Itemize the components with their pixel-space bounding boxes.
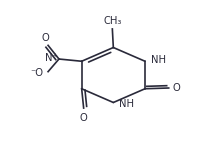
Text: ⁻O: ⁻O (31, 68, 44, 78)
Text: N⁺: N⁺ (45, 53, 57, 63)
Text: O: O (80, 112, 88, 123)
Text: NH: NH (119, 99, 134, 109)
Text: O: O (172, 83, 180, 93)
Text: NH: NH (150, 55, 166, 65)
Text: CH₃: CH₃ (103, 16, 122, 26)
Text: O: O (42, 33, 50, 43)
